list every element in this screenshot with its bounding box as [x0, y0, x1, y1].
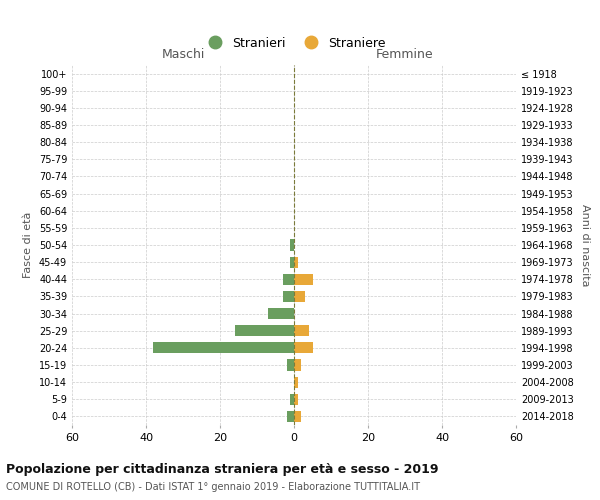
Bar	[283, 274, 294, 285]
Bar	[290, 240, 294, 250]
Bar	[235, 325, 294, 336]
Bar	[294, 411, 301, 422]
Bar	[287, 411, 294, 422]
Bar	[294, 342, 313, 353]
Bar	[294, 256, 298, 268]
Text: Popolazione per cittadinanza straniera per età e sesso - 2019: Popolazione per cittadinanza straniera p…	[6, 462, 439, 475]
Bar	[283, 291, 294, 302]
Text: Maschi: Maschi	[161, 48, 205, 62]
Y-axis label: Anni di nascita: Anni di nascita	[580, 204, 590, 286]
Bar	[294, 360, 301, 370]
Bar	[294, 325, 309, 336]
Bar	[294, 394, 298, 405]
Bar	[290, 394, 294, 405]
Legend: Stranieri, Straniere: Stranieri, Straniere	[197, 32, 391, 54]
Text: Femmine: Femmine	[376, 48, 434, 62]
Y-axis label: Fasce di età: Fasce di età	[23, 212, 33, 278]
Bar	[287, 360, 294, 370]
Bar	[290, 256, 294, 268]
Bar	[294, 376, 298, 388]
Text: COMUNE DI ROTELLO (CB) - Dati ISTAT 1° gennaio 2019 - Elaborazione TUTTITALIA.IT: COMUNE DI ROTELLO (CB) - Dati ISTAT 1° g…	[6, 482, 420, 492]
Bar	[268, 308, 294, 319]
Bar	[154, 342, 294, 353]
Bar	[294, 274, 313, 285]
Bar	[294, 291, 305, 302]
